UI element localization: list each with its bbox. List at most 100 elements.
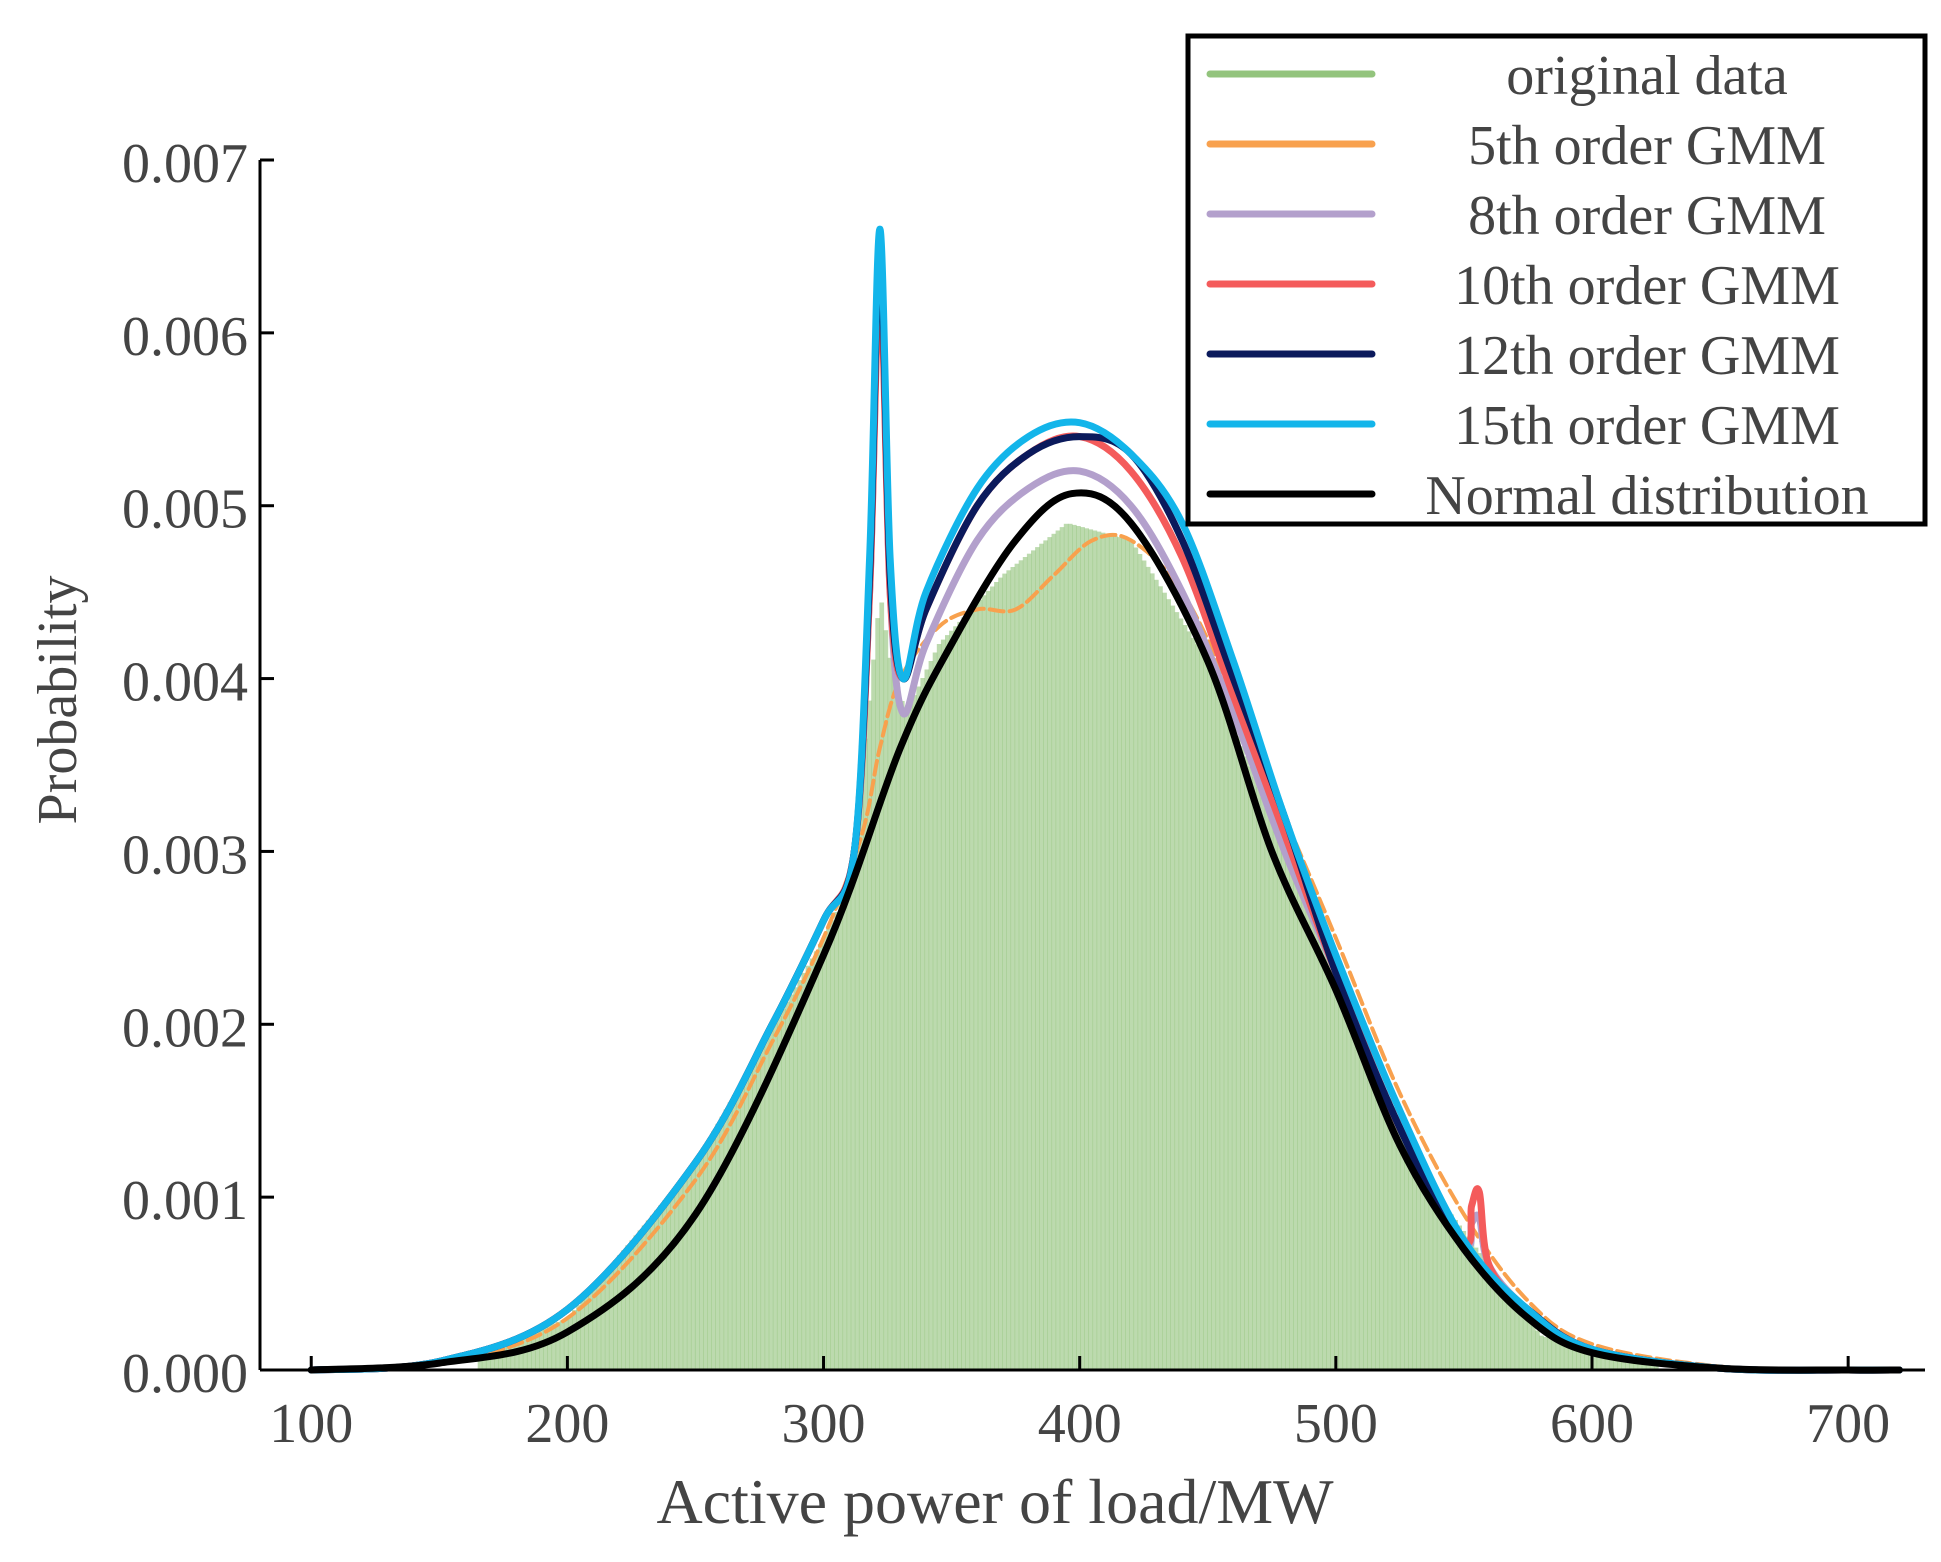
histogram-bar [576, 1305, 581, 1370]
histogram-bar [1162, 592, 1167, 1370]
histogram-bar [908, 703, 913, 1370]
histogram-bar [1580, 1349, 1585, 1370]
histogram-bar [756, 1052, 762, 1370]
histogram-bar [1322, 949, 1327, 1370]
histogram-bar [1035, 547, 1040, 1370]
histogram-bar [1645, 1364, 1651, 1370]
histogram-bar [817, 944, 823, 1370]
histogram-bar [834, 911, 839, 1370]
histogram-bar [899, 701, 905, 1370]
histogram-bar [961, 617, 966, 1370]
histogram-bar [1158, 586, 1163, 1370]
histogram-bar [1203, 657, 1208, 1370]
histogram-bar [809, 958, 815, 1370]
histogram-bar [1481, 1258, 1487, 1370]
histogram-bar [875, 618, 880, 1370]
histogram-bar [559, 1320, 565, 1370]
histogram-bar [781, 1008, 786, 1370]
histogram-bar [1502, 1286, 1507, 1370]
histogram-bar [1440, 1203, 1446, 1370]
y-tick-label: 0.002 [122, 997, 248, 1059]
histogram-bar [654, 1210, 659, 1370]
histogram-bar [1285, 857, 1290, 1370]
histogram-bar [822, 936, 827, 1370]
x-tick-label: 700 [1806, 1393, 1890, 1455]
histogram-bar [1313, 928, 1319, 1370]
histogram-bar [969, 608, 975, 1370]
histogram-bar [543, 1326, 548, 1370]
histogram-bar [879, 602, 885, 1370]
histogram-bar [1129, 541, 1135, 1370]
histogram-bar [617, 1255, 622, 1370]
histogram-bar [932, 652, 938, 1370]
histogram-bar [1199, 650, 1204, 1370]
x-tick-label: 600 [1550, 1393, 1634, 1455]
histogram-bar [1231, 725, 1237, 1370]
histogram-bar [625, 1245, 630, 1370]
histogram-bar [789, 994, 794, 1370]
histogram-bar [1207, 665, 1212, 1370]
histogram-bar [1301, 898, 1307, 1370]
legend-label: 15th order GMM [1454, 395, 1840, 457]
histogram-bar [985, 590, 991, 1370]
histogram-bar [1633, 1362, 1639, 1370]
histogram-bar [731, 1095, 737, 1370]
histogram-bar [1416, 1156, 1421, 1370]
histogram-bar [994, 582, 999, 1370]
y-tick-label: 0.001 [122, 1170, 248, 1232]
histogram-bar [1076, 526, 1081, 1370]
histogram-bar [1137, 554, 1143, 1370]
histogram-bar [1227, 715, 1233, 1370]
histogram-bar [1547, 1338, 1553, 1370]
histogram-bar [719, 1116, 725, 1370]
histogram-bar [662, 1200, 667, 1370]
histogram-bar [1063, 523, 1069, 1370]
histogram-bar [1272, 827, 1278, 1370]
histogram-bar [641, 1225, 647, 1370]
histogram-bar [1084, 528, 1089, 1370]
histogram-bar [1469, 1242, 1475, 1370]
histogram-bar [1346, 1009, 1352, 1370]
histogram-bar [973, 604, 979, 1370]
histogram-bar [1092, 530, 1098, 1370]
histogram-bar [1428, 1181, 1434, 1370]
histogram-bar [1350, 1020, 1356, 1370]
histogram-bar [1473, 1247, 1479, 1370]
histogram-bar [1559, 1342, 1565, 1370]
x-tick-label: 500 [1294, 1393, 1378, 1455]
histogram-bar [740, 1080, 745, 1370]
histogram-bar [1567, 1345, 1573, 1370]
histogram-bar [686, 1170, 692, 1370]
histogram-bar [1387, 1098, 1393, 1370]
histogram-bar [748, 1066, 753, 1370]
histogram-bar [945, 635, 950, 1370]
histogram-bar [1641, 1363, 1647, 1370]
histogram-bar [1522, 1314, 1528, 1370]
histogram-bar [1367, 1057, 1372, 1370]
histogram-bar [1338, 989, 1344, 1370]
histogram-bar [666, 1195, 671, 1370]
histogram-bar [977, 599, 983, 1370]
x-tick-label: 400 [1038, 1393, 1122, 1455]
histogram-bar [895, 687, 901, 1370]
histogram-bar [1342, 999, 1348, 1370]
x-tick-label: 300 [782, 1393, 866, 1455]
histogram-bar [1211, 675, 1217, 1370]
histogram-bar [805, 965, 811, 1370]
histogram-bar [572, 1310, 577, 1370]
histogram-bar [1252, 776, 1257, 1370]
histogram-bar [547, 1325, 553, 1370]
histogram-bar [1600, 1355, 1606, 1370]
histogram-bar [1072, 524, 1077, 1370]
histogram-bar [871, 659, 876, 1370]
histogram-bar [1412, 1148, 1417, 1370]
histogram-bar [957, 621, 962, 1370]
histogram-bar [1445, 1208, 1450, 1370]
legend-label: 5th order GMM [1468, 115, 1826, 177]
histogram-bar [760, 1044, 766, 1370]
histogram-bar [1133, 547, 1139, 1370]
histogram-bar [981, 595, 987, 1370]
histogram-bar [1117, 537, 1122, 1370]
y-tick-label: 0.005 [122, 479, 248, 541]
histogram-bar [949, 630, 954, 1370]
